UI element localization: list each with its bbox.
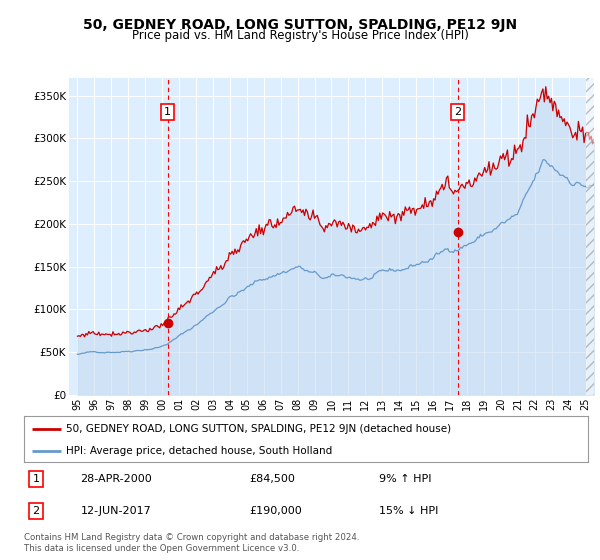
- Text: £84,500: £84,500: [250, 474, 295, 484]
- Text: HPI: Average price, detached house, South Holland: HPI: Average price, detached house, Sout…: [66, 446, 332, 455]
- Text: 1: 1: [32, 474, 40, 484]
- Text: 2: 2: [32, 506, 40, 516]
- Text: Contains HM Land Registry data © Crown copyright and database right 2024.
This d: Contains HM Land Registry data © Crown c…: [24, 533, 359, 553]
- Text: 12-JUN-2017: 12-JUN-2017: [80, 506, 151, 516]
- Text: Price paid vs. HM Land Registry's House Price Index (HPI): Price paid vs. HM Land Registry's House …: [131, 29, 469, 42]
- Text: 2: 2: [454, 106, 461, 116]
- Text: 28-APR-2000: 28-APR-2000: [80, 474, 152, 484]
- Text: 50, GEDNEY ROAD, LONG SUTTON, SPALDING, PE12 9JN (detached house): 50, GEDNEY ROAD, LONG SUTTON, SPALDING, …: [66, 424, 451, 434]
- Text: 50, GEDNEY ROAD, LONG SUTTON, SPALDING, PE12 9JN: 50, GEDNEY ROAD, LONG SUTTON, SPALDING, …: [83, 18, 517, 32]
- Bar: [586, 78, 594, 395]
- Text: 1: 1: [164, 106, 171, 116]
- Text: 9% ↑ HPI: 9% ↑ HPI: [379, 474, 432, 484]
- Text: 15% ↓ HPI: 15% ↓ HPI: [379, 506, 439, 516]
- Text: £190,000: £190,000: [250, 506, 302, 516]
